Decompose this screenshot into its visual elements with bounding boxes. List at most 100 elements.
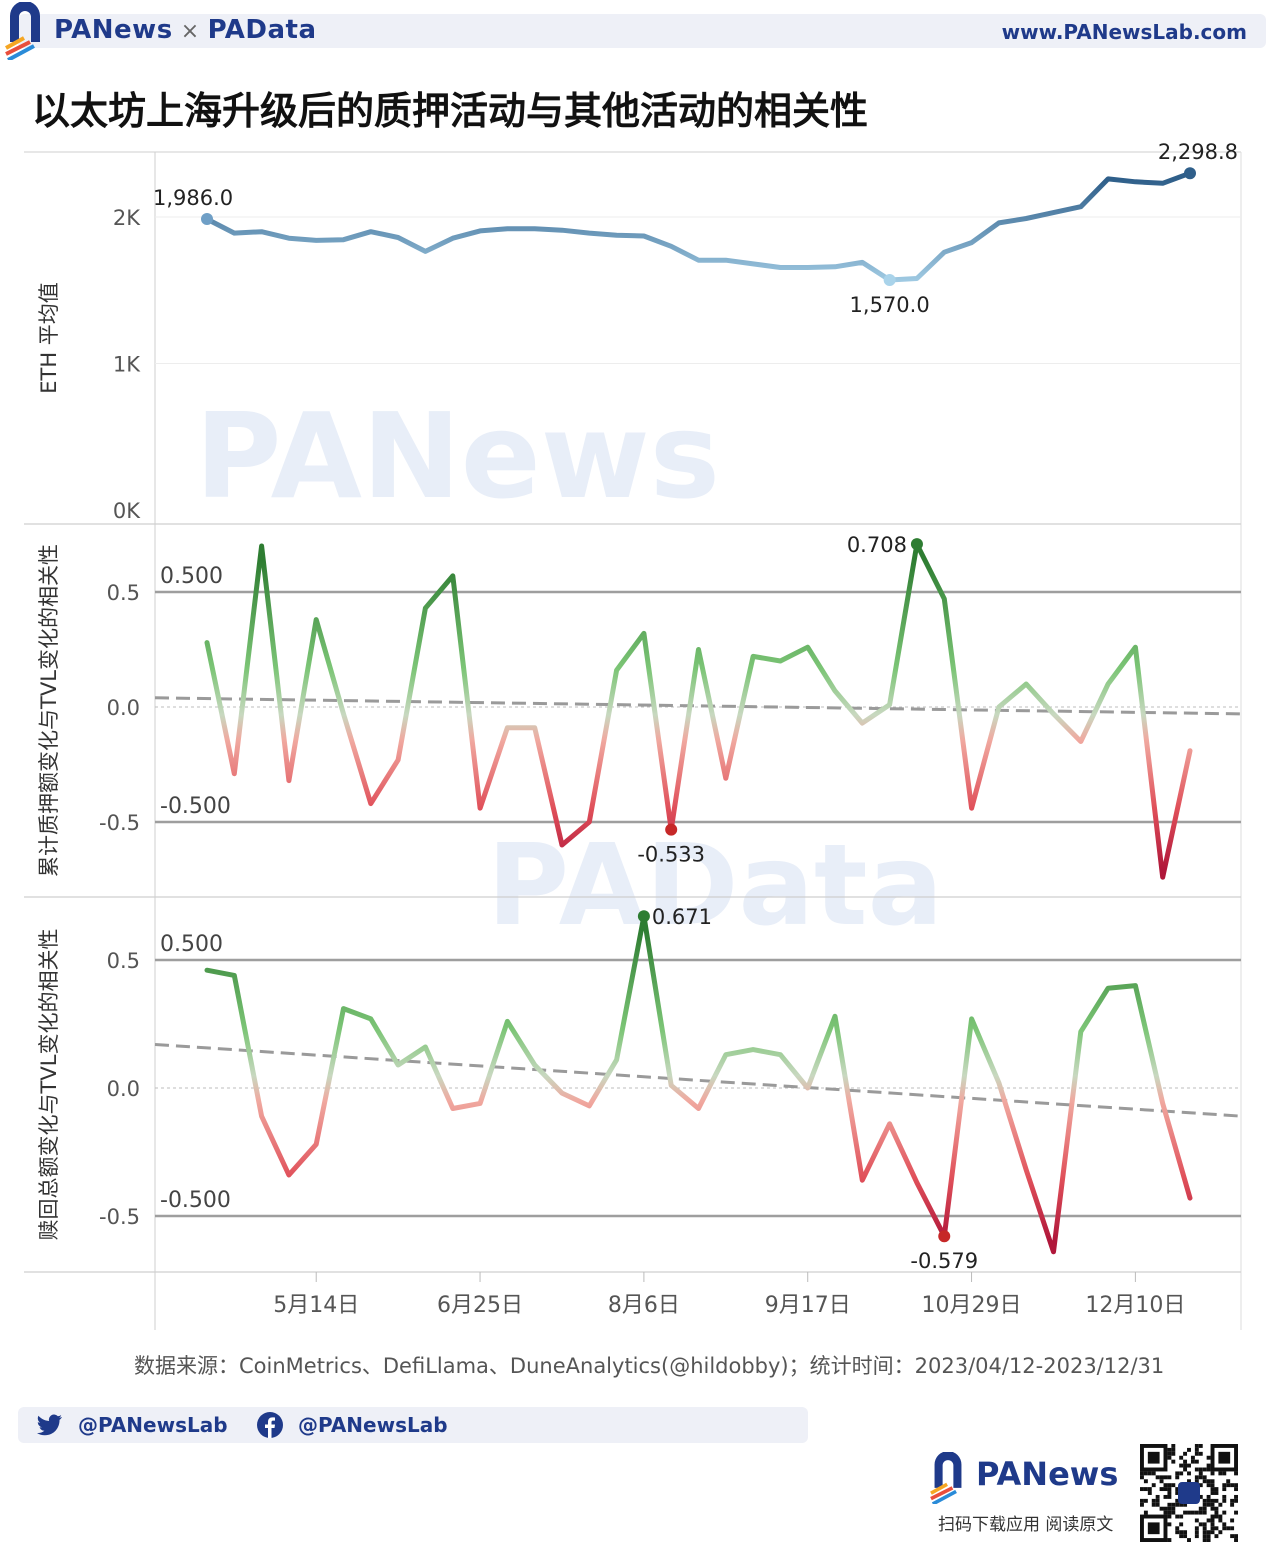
qr-module: [1175, 1491, 1180, 1495]
qr-module: [1175, 1475, 1180, 1480]
qr-module: [1210, 1514, 1215, 1519]
qr-module: [1163, 1506, 1168, 1511]
data-label-eth: 2,298.8: [1158, 140, 1238, 164]
qr-module: [1202, 1534, 1207, 1539]
qr-module: [1140, 1475, 1144, 1480]
qr-module: [1202, 1506, 1207, 1511]
qr-module: [1214, 1510, 1219, 1515]
data-label-redemption: -0.579: [910, 1249, 978, 1273]
qr-module: [1147, 1491, 1152, 1495]
y-axis-label-redemption: 赎回总额变化与TVL变化的相关性: [37, 929, 61, 1241]
qr-module: [1198, 1475, 1203, 1480]
qr-module: [1167, 1475, 1172, 1480]
qr-module: [1143, 1487, 1148, 1492]
reference-line-label-redemption: -0.500: [160, 1188, 231, 1213]
qr-module: [1143, 1510, 1148, 1515]
qr-module: [1198, 1451, 1203, 1456]
qr-module: [1140, 1487, 1144, 1492]
qr-module: [1183, 1459, 1188, 1464]
qr-module: [1140, 1502, 1144, 1507]
brand-separator: ×: [180, 19, 200, 44]
data-point-staking: [910, 538, 923, 551]
qr-module: [1206, 1498, 1211, 1503]
y-tick-label-staking: 0.0: [107, 696, 140, 720]
qr-module: [1198, 1483, 1203, 1488]
footer-caption: 扫码下载应用 阅读原文: [938, 1515, 1114, 1535]
qr-module: [1171, 1506, 1176, 1511]
qr-module: [1194, 1444, 1199, 1448]
panel-eth: ETH 平均值 0K 1K 2K 1,986.0 1,570.0 2,298.8: [37, 140, 1241, 523]
qr-module: [1167, 1506, 1172, 1511]
social-facebook[interactable]: @PANewsLab: [256, 1411, 448, 1439]
qr-module: [1206, 1479, 1211, 1484]
qr-module: [1234, 1471, 1238, 1476]
qr-module: [1194, 1459, 1199, 1464]
qr-module: [1230, 1498, 1235, 1503]
qr-module: [1214, 1491, 1219, 1495]
qr-module: [1210, 1491, 1215, 1495]
x-tick-label: 6月25日: [437, 1293, 523, 1318]
qr-module: [1190, 1510, 1195, 1515]
watermark-panews: PANews: [195, 387, 720, 525]
data-label-eth: 1,570.0: [850, 293, 930, 317]
qr-module: [1202, 1522, 1207, 1527]
qr-module: [1171, 1447, 1176, 1452]
data-label-redemption: 0.671: [652, 905, 712, 929]
qr-module: [1222, 1471, 1227, 1476]
qr-module: [1179, 1514, 1184, 1519]
qr-module: [1175, 1502, 1180, 1507]
data-point-eth: [201, 213, 213, 226]
reference-line-label-redemption: 0.500: [160, 932, 223, 957]
y-tick-label-staking: 0.5: [107, 581, 140, 605]
qr-module: [1202, 1530, 1207, 1535]
qr-module: [1143, 1479, 1148, 1484]
qr-module: [1179, 1530, 1184, 1535]
data-point-eth: [883, 273, 896, 286]
page-title: 以太坊上海升级后的质押活动与其他活动的相关性: [32, 89, 869, 133]
x-tick-label: 9月17日: [765, 1293, 851, 1318]
series-line-staking: [204, 541, 1193, 880]
qr-module: [1234, 1538, 1238, 1542]
qr-module: [1202, 1502, 1207, 1507]
qr-module: [1187, 1510, 1191, 1515]
qr-code-icon[interactable]: [1140, 1444, 1238, 1542]
qr-module: [1159, 1475, 1164, 1480]
series-line-eth: [204, 170, 1193, 283]
qr-module: [1175, 1487, 1180, 1492]
qr-module: [1222, 1510, 1227, 1515]
qr-finder-core: [1218, 1451, 1231, 1464]
social-twitter[interactable]: @PANewsLab: [36, 1411, 228, 1439]
qr-module: [1222, 1498, 1227, 1503]
qr-center-logo: [1178, 1482, 1200, 1504]
qr-module: [1210, 1530, 1215, 1535]
footer-brand: PANews: [976, 1455, 1119, 1493]
qr-finder-core: [1147, 1451, 1160, 1464]
panews-logo-icon: [5, 2, 40, 60]
qr-module: [1198, 1467, 1203, 1472]
qr-module: [1171, 1459, 1176, 1464]
qr-module: [1171, 1483, 1176, 1488]
chart-frame: [24, 151, 1242, 1330]
qr-module: [1187, 1538, 1191, 1542]
qr-module: [1206, 1494, 1211, 1499]
qr-module: [1167, 1483, 1172, 1488]
page-header: PANews × PAData www.PANewsLab.com: [0, 0, 1267, 62]
y-tick-label-eth: 1K: [113, 353, 141, 377]
qr-module: [1151, 1498, 1156, 1503]
qr-module: [1179, 1522, 1184, 1527]
qr-module: [1167, 1455, 1172, 1460]
qr-module: [1183, 1530, 1188, 1535]
qr-module: [1167, 1487, 1172, 1492]
data-point-redemption: [938, 1230, 951, 1243]
site-url[interactable]: www.PANewsLab.com: [1001, 20, 1247, 44]
qr-module: [1183, 1467, 1188, 1472]
qr-module: [1140, 1498, 1144, 1503]
qr-module: [1198, 1471, 1203, 1476]
qr-module: [1175, 1526, 1180, 1531]
footer-logo-icon: [930, 1452, 962, 1504]
qr-module: [1210, 1483, 1215, 1488]
qr-module: [1206, 1530, 1211, 1535]
qr-module: [1198, 1510, 1203, 1515]
qr-module: [1206, 1538, 1211, 1542]
qr-module: [1210, 1526, 1215, 1531]
